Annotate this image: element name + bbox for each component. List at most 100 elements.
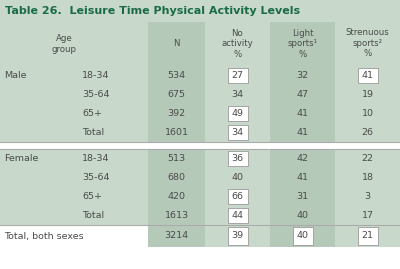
Text: 18-34: 18-34 — [82, 71, 110, 80]
Text: 680: 680 — [168, 173, 186, 182]
Bar — [335, 142, 400, 149]
Bar — [148, 225, 205, 247]
Bar — [270, 149, 335, 168]
Text: 41: 41 — [296, 109, 308, 118]
Text: 534: 534 — [168, 71, 186, 80]
Bar — [148, 206, 205, 225]
Text: 31: 31 — [296, 192, 308, 201]
Text: 41: 41 — [362, 71, 374, 80]
Bar — [205, 206, 270, 225]
Text: Female: Female — [4, 154, 38, 163]
Bar — [270, 206, 335, 225]
Bar — [335, 206, 400, 225]
Text: Male: Male — [4, 71, 26, 80]
Bar — [0, 149, 148, 168]
Bar — [335, 225, 400, 247]
Bar — [228, 151, 248, 166]
Bar — [205, 187, 270, 206]
Bar — [148, 104, 205, 123]
Text: 40: 40 — [232, 173, 244, 182]
Bar — [0, 225, 148, 247]
Text: 10: 10 — [362, 109, 374, 118]
Text: 47: 47 — [296, 90, 308, 99]
Bar — [270, 104, 335, 123]
Bar — [270, 66, 335, 85]
Bar — [335, 168, 400, 187]
Bar — [205, 168, 270, 187]
Text: 3: 3 — [364, 192, 370, 201]
Bar — [228, 227, 248, 245]
Bar — [0, 187, 148, 206]
Text: 44: 44 — [232, 211, 244, 220]
Bar — [228, 208, 248, 223]
Text: 1613: 1613 — [164, 211, 188, 220]
Bar — [205, 142, 270, 149]
Bar — [270, 22, 335, 66]
Bar — [335, 149, 400, 168]
Bar — [148, 66, 205, 85]
Bar — [335, 123, 400, 142]
Bar — [228, 106, 248, 121]
Text: Total: Total — [82, 211, 104, 220]
Text: Light
sports¹
%: Light sports¹ % — [288, 29, 318, 59]
Bar — [205, 149, 270, 168]
Bar — [148, 85, 205, 104]
Text: Total, both sexes: Total, both sexes — [4, 232, 84, 240]
Text: 26: 26 — [362, 128, 374, 137]
Bar — [148, 149, 205, 168]
Bar — [335, 66, 400, 85]
Bar — [0, 0, 400, 22]
Bar — [0, 168, 148, 187]
Text: 42: 42 — [296, 154, 308, 163]
Bar — [205, 66, 270, 85]
Text: 420: 420 — [168, 192, 186, 201]
Bar — [228, 125, 248, 140]
Text: 392: 392 — [168, 109, 186, 118]
Text: 39: 39 — [232, 232, 244, 240]
Bar — [270, 123, 335, 142]
Text: 65+: 65+ — [82, 192, 102, 201]
Text: 32: 32 — [296, 71, 308, 80]
Bar — [228, 189, 248, 204]
Bar — [335, 85, 400, 104]
Bar — [0, 104, 148, 123]
Bar — [148, 168, 205, 187]
Text: 34: 34 — [232, 128, 244, 137]
Bar — [358, 227, 378, 245]
Text: Total: Total — [82, 128, 104, 137]
Bar — [0, 206, 148, 225]
Bar — [270, 142, 335, 149]
Bar — [205, 85, 270, 104]
Bar — [270, 225, 335, 247]
Text: 41: 41 — [296, 128, 308, 137]
Text: 3214: 3214 — [164, 232, 188, 240]
Bar — [205, 104, 270, 123]
Text: 27: 27 — [232, 71, 244, 80]
Bar — [205, 225, 270, 247]
Text: 40: 40 — [296, 211, 308, 220]
Text: No
activity
%: No activity % — [222, 29, 253, 59]
Text: 65+: 65+ — [82, 109, 102, 118]
Bar — [358, 68, 378, 83]
Bar — [0, 85, 148, 104]
Bar — [148, 142, 205, 149]
Bar — [292, 227, 312, 245]
Text: 17: 17 — [362, 211, 374, 220]
Bar — [205, 123, 270, 142]
Text: 40: 40 — [296, 232, 308, 240]
Text: Age
group: Age group — [52, 34, 76, 54]
Text: 18-34: 18-34 — [82, 154, 110, 163]
Bar — [0, 123, 148, 142]
Bar — [335, 104, 400, 123]
Text: 21: 21 — [362, 232, 374, 240]
Bar — [270, 187, 335, 206]
Bar — [270, 85, 335, 104]
Text: 513: 513 — [168, 154, 186, 163]
Text: 34: 34 — [232, 90, 244, 99]
Text: 49: 49 — [232, 109, 244, 118]
Text: 36: 36 — [232, 154, 244, 163]
Bar — [148, 187, 205, 206]
Text: Strenuous
sports²
%: Strenuous sports² % — [346, 28, 389, 58]
Bar — [228, 68, 248, 83]
Text: N: N — [173, 40, 180, 48]
